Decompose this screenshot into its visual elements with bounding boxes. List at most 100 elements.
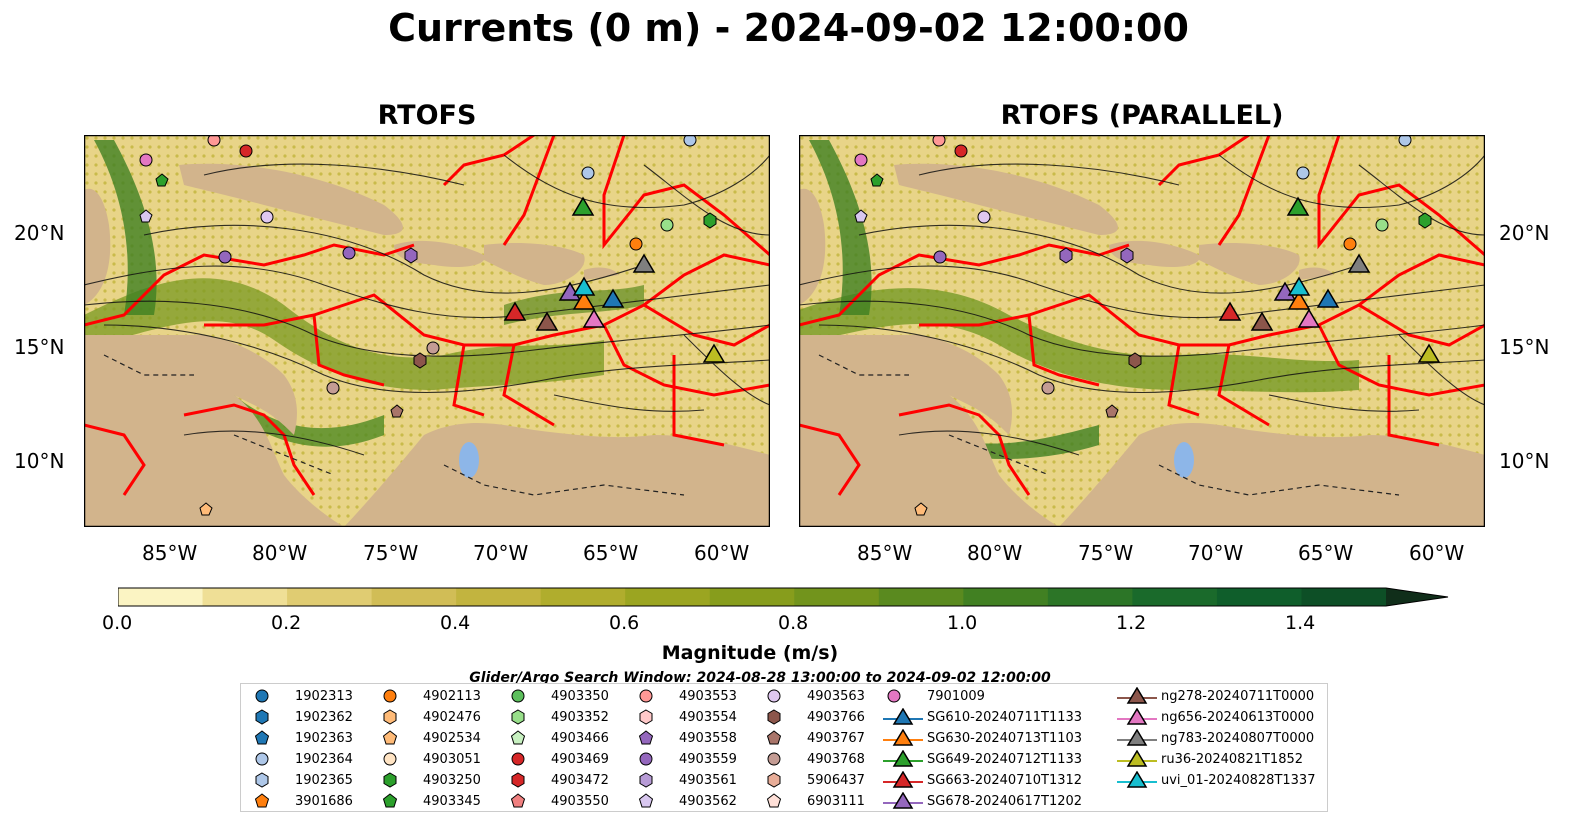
- lat-label-left-10: 10°N: [14, 449, 65, 473]
- hexagon-marker-icon: [511, 772, 525, 788]
- pentagon-marker-icon: [382, 730, 398, 745]
- legend-item-label: 4903466: [551, 731, 609, 746]
- legend-item-label: ng278-20240711T0000: [1161, 689, 1315, 704]
- pentagon-marker-icon: [766, 793, 782, 808]
- legend-item-label: 4903345: [423, 794, 481, 809]
- hexagon-marker-icon: [511, 709, 525, 725]
- panel-title-rtofs: RTOFS: [377, 100, 477, 131]
- hexagon-marker-icon: [255, 772, 269, 788]
- lat-label-left-15: 15°N: [14, 335, 65, 359]
- triangle-marker-icon: [1117, 771, 1157, 788]
- pentagon-marker-icon: [382, 793, 398, 808]
- lon-label-70w-right: 70°W: [1188, 541, 1244, 565]
- legend-item-label: ru36-20240821T1852: [1161, 752, 1304, 767]
- triangle-marker-icon: [883, 708, 923, 725]
- legend-item-label: 4903562: [679, 794, 737, 809]
- legend-item-label: 4903766: [807, 710, 865, 725]
- colorbar-segment: [118, 588, 204, 606]
- pentagon-marker-icon: [766, 730, 782, 745]
- triangle-marker-icon: [883, 792, 923, 809]
- lon-label-85w: 85°W: [142, 541, 198, 565]
- lon-label-75w-right: 75°W: [1078, 541, 1134, 565]
- hexagon-marker-icon: [383, 772, 397, 788]
- legend-item-label: 4903051: [423, 752, 481, 767]
- lon-label-65w: 65°W: [583, 541, 639, 565]
- panel-title-rtofs-parallel: RTOFS (PARALLEL): [1000, 100, 1284, 131]
- legend-item-label: 1902362: [295, 710, 353, 725]
- legend-item-label: 5906437: [807, 773, 865, 788]
- lon-label-60w: 60°W: [694, 541, 750, 565]
- triangle-marker-icon: [883, 771, 923, 788]
- colorbar-segment: [1216, 588, 1303, 606]
- map-panel-rtofs: [84, 135, 770, 527]
- lon-label-75w: 75°W: [363, 541, 419, 565]
- colorbar-tick: 0.4: [440, 612, 471, 634]
- legend-item-label: 4902476: [423, 710, 481, 725]
- triangle-marker-icon: [1117, 687, 1157, 704]
- legend-item-label: uvi_01-20240828T1337: [1161, 773, 1316, 788]
- colorbar-segment: [1301, 588, 1387, 606]
- legend-item-label: 1902365: [295, 773, 353, 788]
- legend-item-label: 4903563: [807, 689, 865, 704]
- colorbar-segment: [287, 588, 373, 606]
- legend-item-label: 4903550: [551, 794, 609, 809]
- legend-item-label: 4902113: [423, 689, 481, 704]
- circle-marker-icon: [255, 689, 269, 703]
- legend-item-label: 1902313: [295, 689, 353, 704]
- colorbar-segment: [371, 588, 457, 606]
- colorbar-tick: 0.8: [778, 612, 809, 634]
- colorbar-tick: 1.2: [1116, 612, 1147, 634]
- colorbar-segment: [878, 588, 964, 606]
- legend-item-label: 1902363: [295, 731, 353, 746]
- circle-marker-icon: [383, 689, 397, 703]
- lon-label-65w-right: 65°W: [1298, 541, 1354, 565]
- colorbar-segment: [625, 588, 711, 606]
- figure-title: Currents (0 m) - 2024-09-02 12:00:00: [388, 6, 1189, 50]
- pentagon-marker-icon: [254, 793, 270, 808]
- lon-label-80w-right: 80°W: [967, 541, 1023, 565]
- legend-item-label: 4903561: [679, 773, 737, 788]
- legend-item-label: 4903553: [679, 689, 737, 704]
- colorbar-segment: [456, 588, 542, 606]
- colorbar-tick: 1.0: [947, 612, 978, 634]
- legend-item-label: 4903767: [807, 731, 865, 746]
- current-map-rtofs: [84, 135, 770, 527]
- lat-label-right-10: 10°N: [1499, 449, 1550, 473]
- lon-label-80w: 80°W: [252, 541, 308, 565]
- current-map-rtofs-parallel: [799, 135, 1485, 527]
- colorbar-segment: [1132, 588, 1218, 606]
- pentagon-marker-icon: [638, 730, 654, 745]
- hexagon-marker-icon: [639, 772, 653, 788]
- colorbar-outline: [118, 587, 1449, 607]
- circle-marker-icon: [767, 689, 781, 703]
- colorbar-segment: [1047, 588, 1133, 606]
- legend-item-label: 4903768: [807, 752, 865, 767]
- legend-item-label: 4903559: [679, 752, 737, 767]
- legend-item-label: 6903111: [807, 794, 865, 809]
- lon-label-85w-right: 85°W: [857, 541, 913, 565]
- colorbar-tick: 0.0: [102, 612, 133, 634]
- pentagon-marker-icon: [254, 730, 270, 745]
- hexagon-marker-icon: [767, 709, 781, 725]
- triangle-marker-icon: [1117, 750, 1157, 767]
- lat-label-right-20: 20°N: [1499, 221, 1550, 245]
- lon-label-70w: 70°W: [473, 541, 529, 565]
- legend-item-label: 1902364: [295, 752, 353, 767]
- colorbar-segment: [202, 588, 288, 606]
- colorbar-segment: [540, 588, 626, 606]
- circle-marker-icon: [255, 752, 269, 766]
- legend-item-label: SG663-20240710T1312: [927, 773, 1083, 788]
- legend-item-label: 4902534: [423, 731, 481, 746]
- hexagon-marker-icon: [767, 772, 781, 788]
- triangle-marker-icon: [883, 750, 923, 767]
- circle-marker-icon: [639, 689, 653, 703]
- legend-item-label: 4903350: [551, 689, 609, 704]
- search-window-text: Glider/Argo Search Window: 2024-08-28 13…: [469, 670, 1051, 686]
- legend-item-label: 3901686: [295, 794, 353, 809]
- legend-item-label: SG610-20240711T1133: [927, 710, 1083, 725]
- colorbar-segment: [709, 588, 795, 606]
- circle-marker-icon: [639, 752, 653, 766]
- circle-marker-icon: [511, 752, 525, 766]
- lat-label-left-20: 20°N: [14, 221, 65, 245]
- circle-marker-icon: [383, 752, 397, 766]
